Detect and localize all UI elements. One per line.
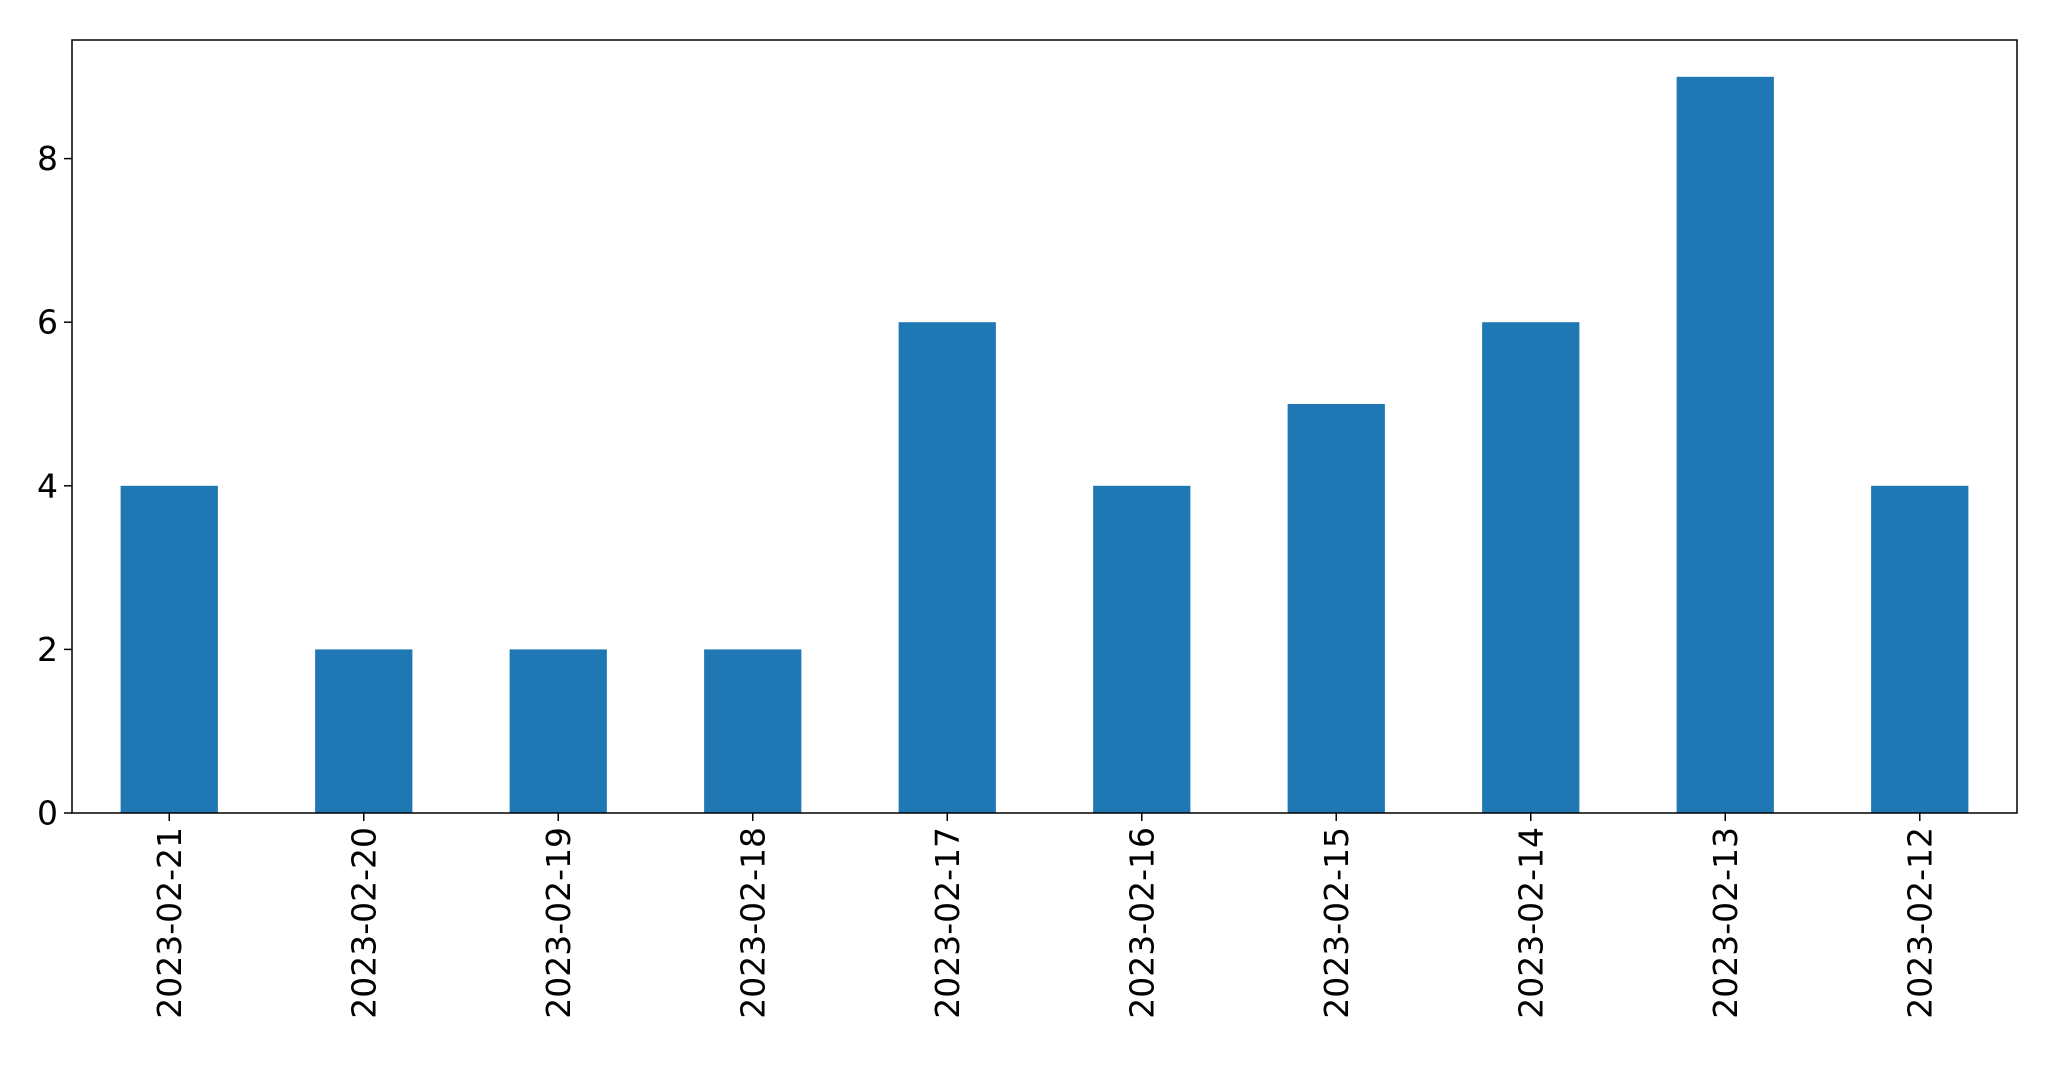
bars-layer (120, 76, 1969, 814)
x-tick-label: 2023-02-13 (1706, 827, 1745, 1019)
x-tick-label: 2023-02-16 (1122, 827, 1161, 1019)
plot-frame (71, 39, 2018, 814)
x-tick-label: 2023-02-19 (539, 827, 578, 1019)
x-tick-label: 2023-02-18 (733, 827, 772, 1019)
y-tick-label: 0 (37, 794, 58, 833)
x-axis: 2023-02-21 2023-02-20 2023-02-19 2023-02-18… (150, 813, 1939, 1019)
x-tick-label: 2023-02-14 (1511, 827, 1550, 1019)
y-tick-label: 6 (37, 303, 58, 342)
x-tick-label: 2023-02-20 (344, 827, 383, 1019)
bar-2023-02-20 (315, 649, 413, 813)
x-tick-label: 2023-02-15 (1317, 827, 1356, 1019)
x-tick-label: 2023-02-12 (1900, 827, 1939, 1019)
bar-2023-02-18 (704, 649, 802, 813)
bar-2023-02-19 (509, 649, 607, 813)
y-tick-label: 2 (37, 630, 58, 669)
x-tick-label: 2023-02-21 (150, 827, 189, 1019)
bar-2023-02-12 (1871, 485, 1969, 813)
bar-2023-02-15 (1287, 404, 1385, 813)
y-axis: 0 2 4 6 8 (37, 139, 72, 833)
bar-2023-02-17 (898, 322, 996, 813)
y-tick-label: 4 (37, 466, 58, 505)
bar-2023-02-16 (1093, 485, 1191, 813)
bar-2023-02-21 (120, 485, 218, 813)
x-tick-label: 2023-02-17 (928, 827, 967, 1019)
bar-2023-02-13 (1676, 76, 1774, 814)
y-tick-label: 8 (37, 139, 58, 178)
bar-2023-02-14 (1482, 322, 1580, 813)
